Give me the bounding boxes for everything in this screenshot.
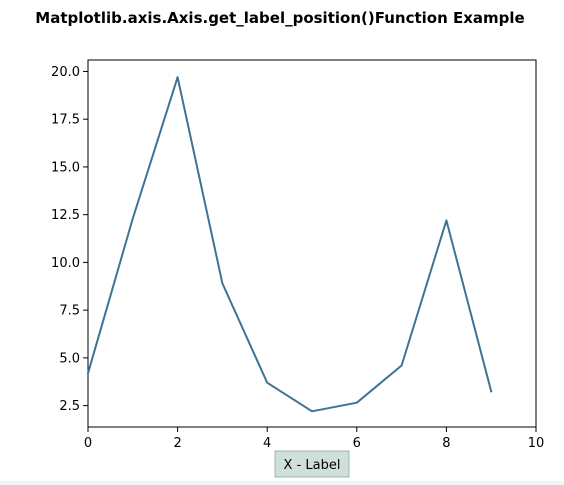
bottom-strip <box>0 481 564 485</box>
x-axis: 0 2 4 6 8 10 <box>84 427 544 451</box>
y-tick-label: 12.5 <box>51 208 80 223</box>
y-tick-label: 10.0 <box>51 256 80 271</box>
y-axis: 2.5 5.0 7.5 10.0 12.5 15.0 17.5 20.0 <box>51 65 88 414</box>
y-tick-label: 17.5 <box>51 113 80 128</box>
x-tick-label: 6 <box>353 436 361 451</box>
x-tick-label: 0 <box>84 436 92 451</box>
x-tick-label: 8 <box>442 436 450 451</box>
x-axis-label: X - Label <box>284 458 341 473</box>
y-tick-label: 15.0 <box>51 160 80 175</box>
y-tick-label: 20.0 <box>51 65 80 80</box>
y-tick-label: 2.5 <box>59 399 80 414</box>
x-tick-label: 10 <box>528 436 545 451</box>
y-tick-label: 7.5 <box>59 304 80 319</box>
chart-title: Matplotlib.axis.Axis.get_label_position(… <box>35 9 524 27</box>
series-line <box>86 76 493 413</box>
series-layer <box>86 76 493 413</box>
x-axis-label-box <box>274 450 350 478</box>
x-tick-label: 2 <box>173 436 181 451</box>
x-tick-label: 4 <box>263 436 271 451</box>
y-tick-label: 5.0 <box>59 351 80 366</box>
plot-area <box>87 59 537 428</box>
